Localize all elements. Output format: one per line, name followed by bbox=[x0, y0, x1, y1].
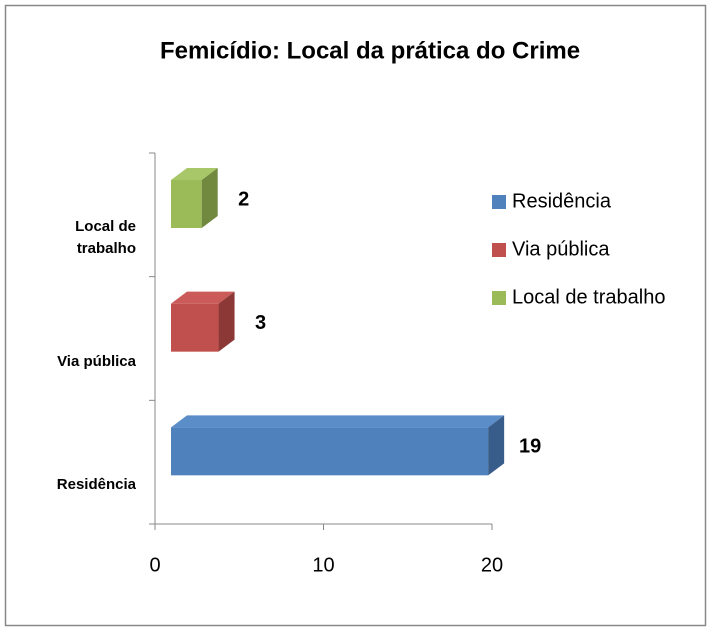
data-label: 19 bbox=[519, 436, 541, 458]
bar bbox=[171, 303, 219, 352]
category-label-box: Local de trabalho bbox=[75, 218, 136, 257]
bar bbox=[171, 180, 202, 228]
legend-swatch bbox=[492, 195, 506, 209]
category-label-box: Via pública bbox=[57, 352, 136, 370]
bar-top bbox=[171, 415, 505, 428]
legend-swatch bbox=[492, 243, 506, 257]
bar-top bbox=[171, 291, 235, 304]
legend-label: Residência bbox=[512, 190, 612, 212]
x-tick-label: 20 bbox=[481, 554, 503, 576]
bar-side bbox=[488, 415, 505, 476]
legend-label: Via pública bbox=[512, 238, 610, 260]
chart-title: Femicídio: Local da prática do Crime bbox=[160, 37, 580, 64]
category-label: Local de trabalho bbox=[75, 218, 136, 257]
bar bbox=[171, 427, 489, 476]
chart-border bbox=[4, 4, 707, 627]
category-label: Via pública bbox=[57, 352, 136, 370]
data-label: 3 bbox=[255, 312, 266, 334]
x-tick-label: 0 bbox=[149, 554, 160, 576]
legend-swatch bbox=[492, 291, 506, 305]
legend-label: Local de trabalho bbox=[512, 286, 665, 308]
data-label: 2 bbox=[238, 188, 249, 210]
bar-top bbox=[171, 168, 218, 180]
category-label-box: Residência bbox=[56, 476, 136, 494]
x-tick-label: 10 bbox=[312, 554, 334, 576]
category-label: Residência bbox=[56, 476, 136, 494]
bar-side bbox=[201, 168, 218, 228]
bar-side bbox=[218, 291, 235, 352]
